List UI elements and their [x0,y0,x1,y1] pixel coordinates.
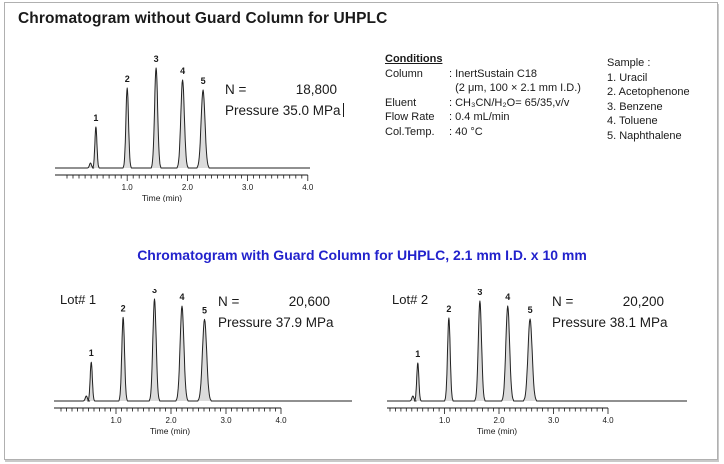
condition-label: Flow Rate [385,111,435,124]
peak-label: 1 [93,113,98,123]
result-block-lot2: N = 20,200 Pressure 38.1 MPa [552,292,668,334]
x-tick-label: 3.0 [220,416,232,425]
n-value: 18,800 [295,82,337,97]
pressure-value: Pressure 37.9 MPa [218,314,334,330]
peak-label: 2 [125,74,130,84]
condition-value: (2 μm, 100 × 2.1 mm I.D.) [449,82,581,95]
condition-row: Column : InertSustain C18 [385,67,581,82]
x-tick-label: 4.0 [602,416,614,425]
main-title: Chromatogram without Guard Column for UH… [18,10,388,27]
x-axis-title: Time (min) [142,193,182,202]
x-tick-label: 4.0 [302,183,314,192]
sample-item: 3. Benzene [607,100,663,113]
peak-label: 3 [154,54,159,64]
chromatogram-trace [387,300,687,402]
pressure-row: Pressure 35.0 MPa [225,101,345,122]
sample-item: 4. Toluene [607,115,658,128]
pressure-value: Pressure 38.1 MPa [552,314,668,330]
x-tick-label: 3.0 [242,183,254,192]
x-tick-label: 4.0 [275,416,287,425]
x-axis-ticks [66,175,309,181]
condition-value: : InertSustain C18 [449,67,538,80]
x-tick-label: 1.0 [122,183,134,192]
condition-value: : 40 °C [449,125,483,138]
peak-label: 1 [89,348,94,358]
x-axis-ticks [60,408,282,414]
condition-label [385,81,449,96]
x-tick-label: 1.0 [110,416,122,425]
sample-item: 2. Acetophenone [607,86,690,99]
sample-item: 5. Naphthalene [607,129,682,142]
peak-label: 5 [202,305,207,315]
sample-item: 1. Uracil [607,71,648,84]
plate-count-row: N = 20,600 [218,292,330,313]
condition-row: Flow Rate : 0.4 mL/min [385,110,581,125]
peak-label: 2 [121,303,126,313]
pressure-value: Pressure 35.0 MPa [225,102,341,118]
plate-count-row: N = 20,200 [552,292,664,313]
conditions-header: Conditions [385,53,443,65]
x-tick-label: 3.0 [548,416,560,425]
conditions-block: Conditions Column : InertSustain C18 (2 … [385,52,581,140]
n-value: 20,600 [288,294,330,309]
pressure-row: Pressure 37.9 MPa [218,313,334,334]
condition-value: : CH₃CN/H₂O= 65/35,v/v [449,96,570,109]
x-axis-title: Time (min) [150,426,190,436]
chromatogram-trace [54,298,352,402]
x-tick-label: 2.0 [165,416,177,425]
x-axis-title: Time (min) [477,426,517,436]
peak-label: 2 [446,304,451,314]
peak-label: 5 [528,305,533,315]
text-cursor [342,102,345,117]
sample-header: Sample : [607,57,651,69]
lot1-label: Lot# 1 [60,292,97,307]
chromatogram-trace [55,67,310,169]
x-tick-label: 1.0 [439,416,451,425]
condition-label: Col.Temp. [385,125,435,138]
lot2-label: Lot# 2 [392,292,429,307]
peak-label: 1 [415,349,420,359]
result-block-no-guard: N = 18,800 Pressure 35.0 MPa [225,80,345,122]
result-block-lot1: N = 20,600 Pressure 37.9 MPa [218,292,334,334]
sample-block: Sample : 1. Uracil 2. Acetophenone 3. Be… [607,56,690,144]
plate-count-row: N = 18,800 [225,80,337,101]
condition-row: Col.Temp. : 40 °C [385,125,581,140]
peak-label: 4 [180,66,185,76]
chromatogram-plot-lot2: 1 2 3 4 5 1.0 2.0 3.0 4.0 Time (min) [387,289,687,436]
condition-value: : 0.4 mL/min [449,111,510,124]
n-value: 20,200 [622,294,664,309]
x-axis-ticks [389,408,609,414]
chromatogram-plot-lot1: 1 2 3 4 5 1.0 2.0 3.0 4.0 Time (min) [54,289,352,436]
condition-label: Eluent [385,96,417,109]
peak-label: 3 [152,289,157,295]
peak-label: 5 [201,76,206,86]
condition-row: Eluent : CH₃CN/H₂O= 65/35,v/v [385,96,581,111]
x-tick-label: 2.0 [493,416,505,425]
n-label: N = [225,82,247,97]
pressure-row: Pressure 38.1 MPa [552,313,668,334]
condition-label: Column [385,67,423,80]
n-label: N = [218,294,240,309]
peak-label: 4 [505,292,510,302]
chromatogram-plot-no-guard: 1 2 3 4 5 1.0 2.0 3.0 4.0 Time (min) [55,54,314,202]
n-label: N = [552,294,574,309]
x-tick-label: 2.0 [182,183,194,192]
section2-title: Chromatogram with Guard Column for UHPLC… [137,247,587,263]
peak-label: 3 [477,289,482,297]
condition-row: (2 μm, 100 × 2.1 mm I.D.) [385,81,581,96]
peak-label: 4 [179,292,184,302]
